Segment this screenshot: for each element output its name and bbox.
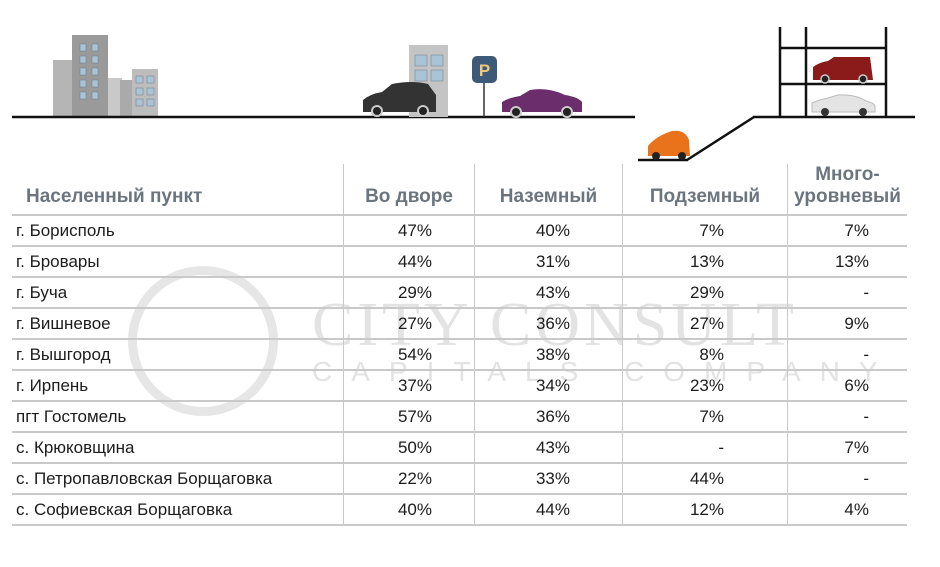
underground-cell: 8% xyxy=(622,339,788,371)
table-row: г. Борисполь 47% 40% 7% 7% xyxy=(12,215,907,247)
underground-cell: 7% xyxy=(622,401,788,433)
settlement-cell: с. Крюковщина xyxy=(12,432,344,464)
ground-cell: 34% xyxy=(474,370,623,402)
header-multilevel-line2: уровневый xyxy=(794,186,901,207)
courtyard-cell: 57% xyxy=(343,401,475,433)
underground-cell: 13% xyxy=(622,246,788,278)
ground-cell: 38% xyxy=(474,339,623,371)
parking-sign-icon: P xyxy=(472,56,497,117)
table-row: г. Вышгород 54% 38% 8% - xyxy=(12,339,907,371)
header-multilevel-line1: Много- xyxy=(815,164,880,185)
underground-cell: - xyxy=(622,432,788,464)
underground-cell: 29% xyxy=(622,277,788,309)
multilevel-cell: 4% xyxy=(787,494,907,526)
ground-cell: 40% xyxy=(474,215,623,247)
underground-cell: 23% xyxy=(622,370,788,402)
multilevel-cell: - xyxy=(787,401,907,433)
multilevel-cell: 7% xyxy=(787,432,907,464)
multilevel-cell: 7% xyxy=(787,215,907,247)
ground-cell: 44% xyxy=(474,494,623,526)
header-courtyard: Во дворе xyxy=(343,164,475,216)
ground-cell: 31% xyxy=(474,246,623,278)
table-row: г. Вишневое 27% 36% 27% 9% xyxy=(12,308,907,340)
multilevel-cell: - xyxy=(787,339,907,371)
table-row: с. Петропавловская Борщаговка 22% 33% 44% - xyxy=(12,463,907,495)
underground-cell: 7% xyxy=(622,215,788,247)
multilevel-cell: 6% xyxy=(787,370,907,402)
settlement-cell: г. Ирпень xyxy=(12,370,344,402)
settlement-cell: г. Вишневое xyxy=(12,308,344,340)
header-settlement: Населенный пункт xyxy=(12,164,344,216)
courtyard-cell: 40% xyxy=(343,494,475,526)
multilevel-parking-icon xyxy=(778,27,888,117)
ground-cell: 43% xyxy=(474,277,623,309)
header-multilevel: Много-уровневый xyxy=(787,164,907,216)
multilevel-cell: 9% xyxy=(787,308,907,340)
courtyard-cell: 22% xyxy=(343,463,475,495)
parking-types-table: Населенный пункт Во дворе Наземный Подзе… xyxy=(12,164,907,526)
table-row: г. Ирпень 37% 34% 23% 6% xyxy=(12,370,907,402)
table-row: с. Крюковщина 50% 43% -7% xyxy=(12,432,907,464)
header-ground: Наземный xyxy=(474,164,623,216)
table-row: г. Бровары 44% 31% 13% 13% xyxy=(12,246,907,278)
multilevel-cell: - xyxy=(787,277,907,309)
header-underground: Подземный xyxy=(622,164,788,216)
courtyard-cell: 44% xyxy=(343,246,475,278)
ground-cell: 43% xyxy=(474,432,623,464)
courtyard-cell: 50% xyxy=(343,432,475,464)
settlement-cell: с. Петропавловская Борщаговка xyxy=(12,463,344,495)
underground-cell: 12% xyxy=(622,494,788,526)
ground-cell: 33% xyxy=(474,463,623,495)
settlement-cell: г. Борисполь xyxy=(12,215,344,247)
multilevel-cell: - xyxy=(787,463,907,495)
table-row: г. Буча 29% 43% 29% - xyxy=(12,277,907,309)
car-icon-red xyxy=(813,57,873,84)
car-icon-purple xyxy=(502,89,582,118)
table-row: пгт Гостомель 57% 36% 7% - xyxy=(12,401,907,433)
car-icon-black xyxy=(363,82,436,117)
courtyard-cell: 27% xyxy=(343,308,475,340)
ground-cell: 36% xyxy=(474,401,623,433)
courtyard-cell: 37% xyxy=(343,370,475,402)
table-row: с. Софиевская Борщаговка 40% 44% 12% 4% xyxy=(12,494,907,526)
car-icon-white xyxy=(811,94,876,116)
ground-cell: 36% xyxy=(474,308,623,340)
parking-sign-label: P xyxy=(479,61,490,80)
car-icon-orange xyxy=(648,130,690,160)
settlement-cell: г. Вышгород xyxy=(12,339,344,371)
multilevel-cell: 13% xyxy=(787,246,907,278)
courtyard-cell: 47% xyxy=(343,215,475,247)
courtyard-cell: 29% xyxy=(343,277,475,309)
settlement-cell: с. Софиевская Борщаговка xyxy=(12,494,344,526)
settlement-cell: г. Буча xyxy=(12,277,344,309)
courtyard-cell: 54% xyxy=(343,339,475,371)
settlement-cell: г. Бровары xyxy=(12,246,344,278)
underground-cell: 27% xyxy=(622,308,788,340)
settlement-cell: пгт Гостомель xyxy=(12,401,344,433)
underground-cell: 44% xyxy=(622,463,788,495)
table-header-row: Населенный пункт Во дворе Наземный Подзе… xyxy=(12,164,907,216)
parking-illustration: P xyxy=(12,27,915,162)
buildings-icon xyxy=(53,35,158,116)
